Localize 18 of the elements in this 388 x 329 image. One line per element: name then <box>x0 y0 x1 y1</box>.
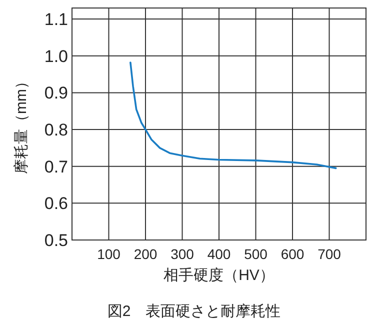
y-tick-label: 0.9 <box>44 84 68 103</box>
y-tick-label: 0.8 <box>44 120 68 140</box>
y-tick-label: 0.5 <box>44 231 68 250</box>
y-tick-label: 1.1 <box>44 10 68 30</box>
x-tick-label: 200 <box>134 246 158 262</box>
x-axis-title: 相手硬度（HV） <box>164 267 274 284</box>
x-tick-label: 500 <box>244 246 268 262</box>
y-tick-label: 0.6 <box>44 194 68 214</box>
x-tick-label: 300 <box>170 246 194 262</box>
line-series <box>130 62 337 170</box>
x-tick-label: 100 <box>97 246 121 262</box>
y-tick-label: 0.7 <box>44 157 68 176</box>
x-tick-label: 600 <box>280 246 304 262</box>
text: 図2 表面硬さと耐摩耗性 <box>107 303 281 320</box>
y-tick-label: 1.0 <box>44 46 68 66</box>
x-tick-label: 400 <box>207 246 231 262</box>
y-axis-title: 摩耗量（mm） <box>13 74 30 174</box>
x-tick-label: 700 <box>318 246 342 262</box>
